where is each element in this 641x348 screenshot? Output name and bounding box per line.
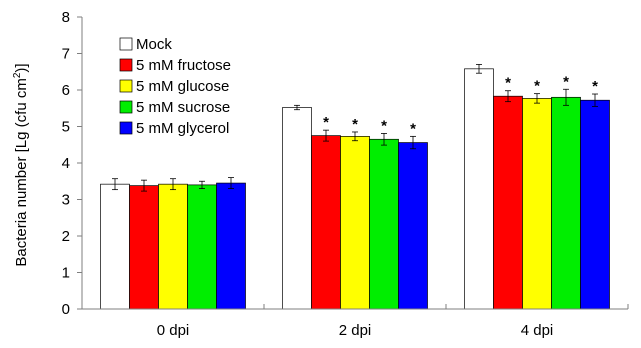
y-tick-label: 3 [62,192,70,209]
bar [187,184,217,310]
legend-swatch [119,79,133,93]
significance-marker: * [563,73,569,90]
axes: 0 1 2 3 4 5 6 7 8 0 dpi 2 dpi 4 dpi [62,9,629,339]
bar [216,182,246,310]
bar [311,135,341,310]
y-axis-label: Bacteria number [Lg (cfu cm2)] [12,63,30,266]
bars: * * * * * * * * [100,64,610,310]
legend-swatch [119,121,133,135]
y-tick-label: 4 [62,155,70,172]
legend-label: Mock [136,36,172,53]
bar [551,96,581,310]
bar [129,185,159,310]
bar [100,183,130,310]
y-tick-label: 5 [62,119,70,136]
bar [369,138,399,310]
significance-marker: * [592,78,598,95]
bar [464,68,494,310]
y-tick-label: 8 [62,9,70,26]
significance-marker: * [323,114,329,131]
significance-marker: * [352,116,358,133]
legend-swatch [119,37,133,51]
x-tick-label: 4 dpi [521,322,554,339]
legend-swatch [119,100,133,114]
x-tick-label: 2 dpi [339,322,372,339]
significance-marker: * [381,117,387,134]
legend-label: 5 mM sucrose [136,99,230,116]
y-tick-label: 0 [62,301,70,318]
legend-swatch [119,58,133,72]
y-tick-label: 2 [62,228,70,245]
y-axis-label-superscript: 2 [12,72,23,78]
significance-marker: * [505,75,511,92]
bar [398,142,428,310]
y-tick-label: 6 [62,82,70,99]
legend-label: 5 mM glycerol [136,120,229,137]
y-tick-label: 7 [62,46,70,63]
x-tick-label: 0 dpi [157,322,190,339]
bar [282,107,312,310]
bar [493,95,523,310]
bar [340,136,370,310]
legend-label: 5 mM glucose [136,78,229,95]
significance-marker: * [410,120,416,137]
bar [522,98,552,310]
y-tick-label: 1 [62,265,70,282]
significance-marker: * [534,78,540,95]
y-axis-label-end: )] [13,63,30,72]
legend-label: 5 mM fructose [136,57,231,74]
bar [580,99,610,310]
legend: Mock 5 mM fructose 5 mM glucose 5 mM sucros… [119,36,231,137]
bar [158,183,188,310]
